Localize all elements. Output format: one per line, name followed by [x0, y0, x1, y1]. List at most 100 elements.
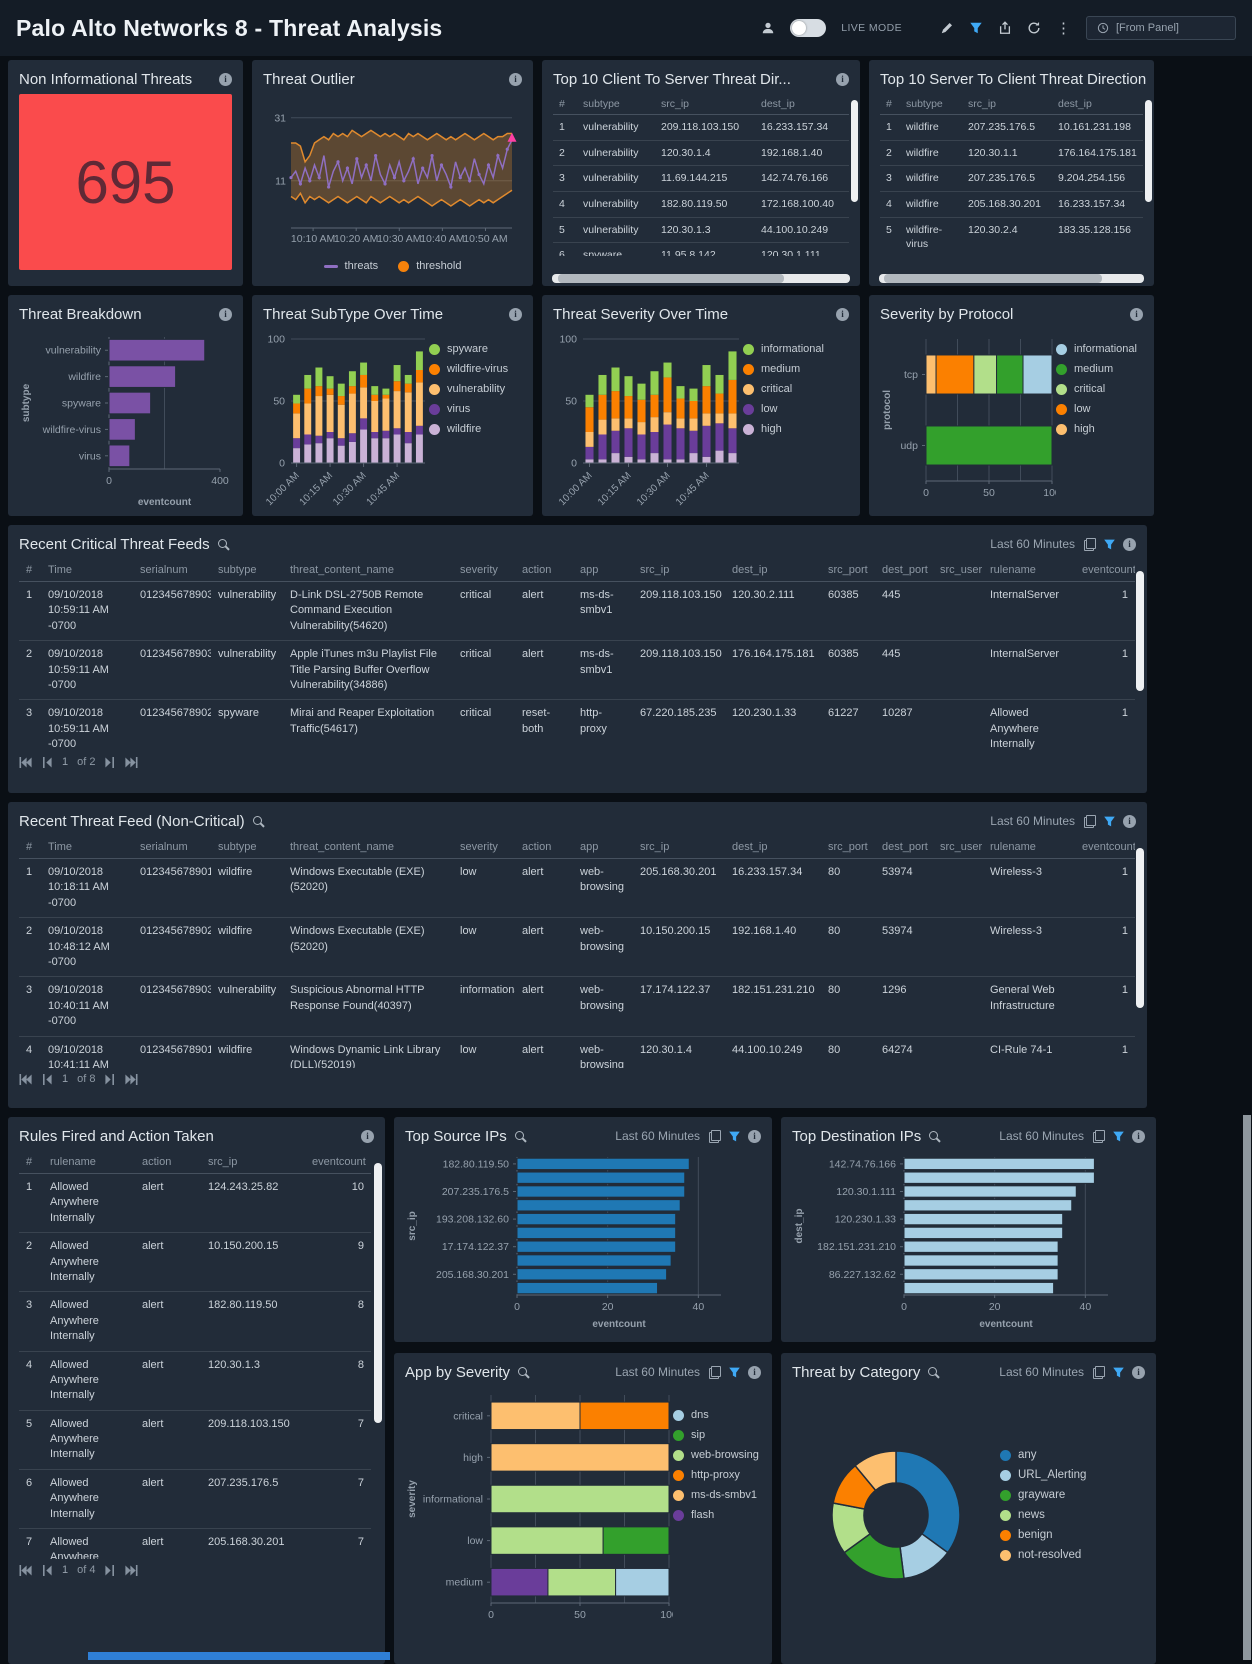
- vertical-scrollbar-thumb[interactable]: [1136, 848, 1144, 1008]
- column-header[interactable]: src_port: [821, 559, 875, 582]
- legend-item[interactable]: high: [743, 423, 824, 435]
- info-icon[interactable]: [748, 1129, 761, 1143]
- table-row[interactable]: 3 wildfire 207.235.176.5 9.204.254.156: [880, 165, 1143, 193]
- prev-page-button[interactable]: [41, 756, 53, 768]
- time-range-selector[interactable]: [From Panel]: [1086, 16, 1236, 40]
- column-header[interactable]: src_port: [821, 836, 875, 859]
- filter-icon[interactable]: [728, 1130, 741, 1143]
- legend-item[interactable]: URL_Alerting: [1000, 1469, 1086, 1481]
- prev-page-button[interactable]: [41, 1073, 53, 1085]
- column-header[interactable]: subtype: [900, 94, 962, 115]
- column-header[interactable]: rulename: [983, 836, 1075, 859]
- column-header[interactable]: threat_content_name: [283, 559, 453, 582]
- column-header[interactable]: serialnum: [133, 836, 211, 859]
- legend-item[interactable]: threshold: [398, 260, 461, 272]
- column-header[interactable]: #: [19, 836, 41, 859]
- first-page-button[interactable]: [19, 756, 32, 768]
- info-icon[interactable]: [836, 72, 849, 86]
- legend-item[interactable]: benign: [1000, 1529, 1086, 1541]
- column-header[interactable]: Time: [41, 559, 133, 582]
- legend-item[interactable]: ms-ds-smbv1: [673, 1489, 759, 1501]
- table-row[interactable]: 3 vulnerability 11.69.144.215 142.74.76.166: [553, 165, 849, 193]
- table-row[interactable]: 6 Allowed Anywhere Internally alert 207.235…: [19, 1469, 371, 1530]
- filter-icon[interactable]: [969, 21, 983, 35]
- zoom-icon[interactable]: [217, 538, 230, 551]
- legend-item[interactable]: dns: [673, 1409, 759, 1421]
- prev-page-button[interactable]: [41, 1564, 53, 1576]
- column-header[interactable]: subtype: [211, 836, 283, 859]
- column-header[interactable]: threat_content_name: [283, 836, 453, 859]
- edit-icon[interactable]: [940, 21, 954, 35]
- table-row[interactable]: 3 Allowed Anywhere Internally alert 182.80.…: [19, 1291, 371, 1352]
- legend-item[interactable]: low: [743, 403, 824, 415]
- column-header[interactable]: rulename: [43, 1151, 135, 1174]
- table-row[interactable]: 4 vulnerability 182.80.119.50 172.168.100.4…: [553, 191, 849, 218]
- table-row[interactable]: 409/10/2018 10:41:11 AM -070001234567890…: [19, 1036, 1135, 1068]
- info-icon[interactable]: [509, 307, 522, 321]
- copy-icon[interactable]: [709, 1129, 721, 1143]
- zoom-icon[interactable]: [927, 1366, 940, 1379]
- last-page-button[interactable]: [125, 1073, 138, 1085]
- column-header[interactable]: src_ip: [201, 1151, 305, 1174]
- legend-item[interactable]: not-resolved: [1000, 1549, 1086, 1561]
- table-row[interactable]: 3 09/10/2018 10:59:11 AM -0700 01234567890…: [19, 699, 1135, 751]
- filter-icon[interactable]: [1103, 815, 1116, 828]
- table-row[interactable]: 5 wildfire-virus 120.30.2.4 183.35.128.156: [880, 217, 1143, 256]
- column-header[interactable]: #: [880, 94, 900, 115]
- filter-icon[interactable]: [1112, 1366, 1125, 1379]
- vertical-scrollbar-thumb[interactable]: [1136, 571, 1144, 691]
- legend-item[interactable]: grayware: [1000, 1489, 1086, 1501]
- last-page-button[interactable]: [125, 1564, 138, 1576]
- vertical-scrollbar-thumb[interactable]: [1145, 100, 1152, 202]
- first-page-button[interactable]: [19, 1564, 32, 1576]
- legend-item[interactable]: wildfire: [429, 423, 508, 435]
- horizontal-scrollbar[interactable]: [552, 274, 850, 283]
- share-icon[interactable]: [998, 21, 1012, 35]
- column-header[interactable]: eventcount: [1075, 836, 1135, 859]
- legend-item[interactable]: medium: [1056, 363, 1137, 375]
- table-row[interactable]: 2 vulnerability 120.30.1.4 192.168.1.40: [553, 140, 849, 167]
- legend-item[interactable]: flash: [673, 1509, 759, 1521]
- column-header[interactable]: src_ip: [962, 94, 1052, 115]
- info-icon[interactable]: [748, 1365, 761, 1379]
- column-header[interactable]: severity: [453, 836, 515, 859]
- table-row[interactable]: 1 09/10/2018 10:18:11 AM -0700 01234567890…: [19, 858, 1135, 919]
- horizontal-scrollbar[interactable]: [879, 274, 1144, 283]
- column-header[interactable]: dest_port: [875, 836, 933, 859]
- table-row[interactable]: 2 09/10/2018 10:48:12 AM -0700 01234567890…: [19, 917, 1135, 978]
- column-header[interactable]: eventcount: [1075, 559, 1135, 582]
- column-header[interactable]: eventcount: [1142, 94, 1143, 115]
- copy-icon[interactable]: [1093, 1365, 1105, 1379]
- legend-item[interactable]: spyware: [429, 343, 508, 355]
- column-header[interactable]: dest_ip: [725, 836, 821, 859]
- table-row[interactable]: 2 wildfire 120.30.1.1 176.164.175.181: [880, 140, 1143, 167]
- info-icon[interactable]: [836, 307, 849, 321]
- column-header[interactable]: src_user: [933, 836, 983, 859]
- vertical-scrollbar-thumb[interactable]: [851, 100, 858, 202]
- legend-item[interactable]: high: [1056, 423, 1137, 435]
- table-row[interactable]: 4 Allowed Anywhere Internally alert 120.30.…: [19, 1351, 371, 1411]
- info-icon[interactable]: [219, 307, 232, 321]
- legend-item[interactable]: low: [1056, 403, 1137, 415]
- legend-item[interactable]: critical: [743, 383, 824, 395]
- table-row[interactable]: 3 09/10/2018 10:40:11 AM -0700 01234567890…: [19, 976, 1135, 1037]
- legend-item[interactable]: http-proxy: [673, 1469, 759, 1481]
- table-row[interactable]: 1 Allowed Anywhere Internally alert 124.243…: [19, 1173, 371, 1234]
- table-row[interactable]: 1 wildfire 207.235.176.5 10.161.231.198: [880, 114, 1143, 141]
- zoom-icon[interactable]: [514, 1130, 527, 1143]
- copy-icon[interactable]: [1084, 537, 1096, 551]
- table-row[interactable]: 5 Allowed Anywhere Internally alert 209.118…: [19, 1410, 371, 1470]
- legend-item[interactable]: sip: [673, 1429, 759, 1441]
- next-page-button[interactable]: [104, 756, 116, 768]
- table-row[interactable]: 5 vulnerability 120.30.1.3 44.100.10.249: [553, 217, 849, 244]
- info-icon[interactable]: [1130, 307, 1143, 321]
- vertical-scrollbar-thumb[interactable]: [374, 1163, 382, 1423]
- column-header[interactable]: dest_ip: [755, 94, 849, 115]
- legend-item[interactable]: any: [1000, 1449, 1086, 1461]
- zoom-icon[interactable]: [928, 1130, 941, 1143]
- column-header[interactable]: app: [573, 836, 633, 859]
- column-header[interactable]: serialnum: [133, 559, 211, 582]
- column-header[interactable]: src_ip: [655, 94, 755, 115]
- next-page-button[interactable]: [104, 1564, 116, 1576]
